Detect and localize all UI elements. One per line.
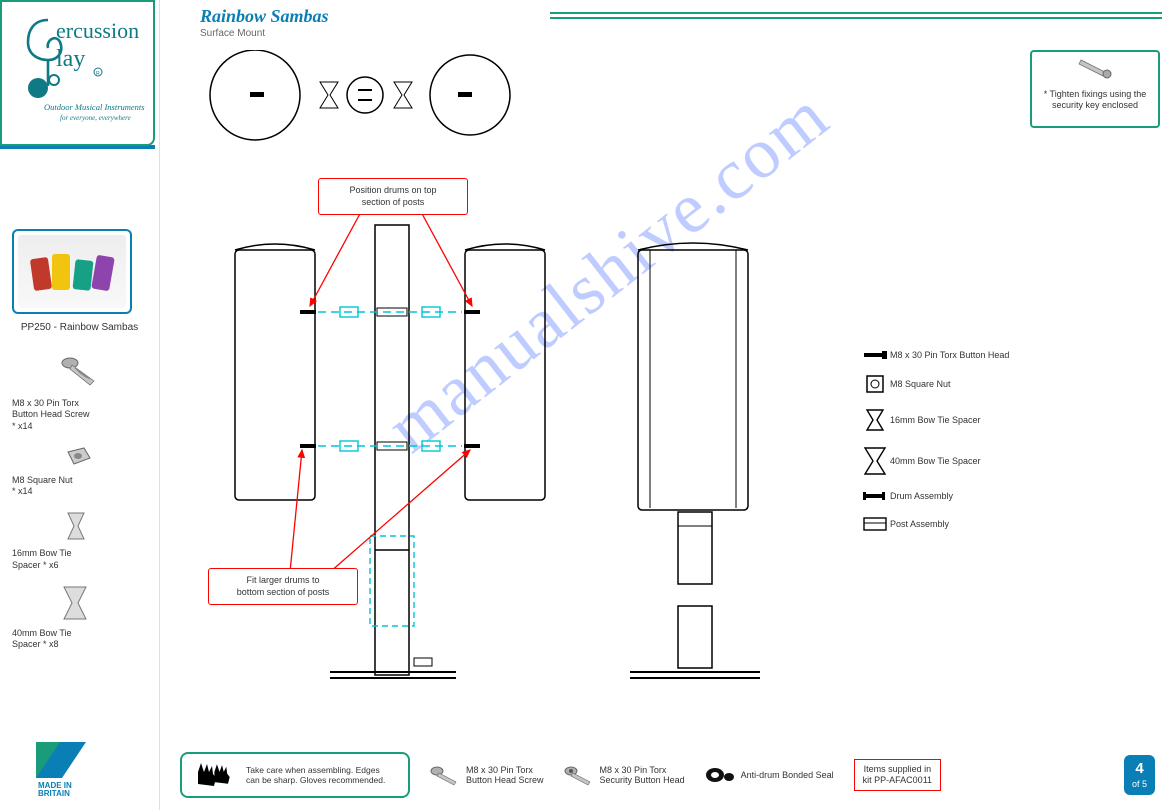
svg-text:for everyone, everywhere: for everyone, everywhere — [60, 114, 131, 122]
footer-screw-a: M8 x 30 Pin Torx Button Head Screw — [430, 764, 544, 786]
small-spacer-label: 16mm Bow Tie Spacer * x6 — [12, 548, 147, 571]
svg-text:lay: lay — [56, 46, 85, 72]
large-spacer-label: 40mm Bow Tie Spacer * x8 — [12, 628, 147, 651]
security-key-note: * Tighten fixings using the security key… — [1030, 50, 1160, 128]
screw-b-icon — [564, 764, 594, 786]
small-spacer-icon — [66, 511, 88, 541]
page-subtitle: Surface Mount — [200, 28, 265, 39]
assembly-diagram: Position drums on top section of posts F… — [180, 50, 970, 730]
security-key-icon — [1077, 56, 1113, 82]
footer: Take care when assembling. Edges can be … — [180, 750, 1155, 800]
svg-text:ercussion: ercussion — [56, 18, 139, 43]
gloves-icon — [192, 760, 236, 790]
security-note-text: * Tighten fixings using the security key… — [1038, 89, 1152, 112]
page-badge: 4 of 5 — [1124, 755, 1155, 794]
key-screw: M8 x 30 Pin Torx Button Head — [860, 350, 1010, 360]
key-drum: Drum Assembly — [860, 490, 1010, 502]
svg-text:BRITAIN: BRITAIN — [38, 789, 70, 796]
kit-note: Items supplied in kit PP-AFAC0011 — [854, 759, 941, 792]
svg-text:R: R — [96, 71, 100, 77]
brand-logo: ercussion lay R Outdoor Musical Instrume… — [10, 12, 150, 132]
bonded-seal-icon — [705, 765, 735, 785]
sidebar: ercussion lay R Outdoor Musical Instrume… — [0, 0, 160, 810]
note-top: Position drums on top section of posts — [318, 178, 468, 215]
screw-a-icon — [430, 764, 460, 786]
brand-logo-box: ercussion lay R Outdoor Musical Instrume… — [0, 0, 155, 146]
note-bottom: Fit larger drums to bottom section of po… — [208, 568, 358, 605]
key-post: Post Assembly — [860, 516, 1010, 532]
made-in-britain-logo: MADE IN BRITAIN — [34, 740, 90, 796]
page-title: Rainbow Sambas — [200, 6, 329, 27]
product-image — [12, 229, 132, 314]
care-warning: Take care when assembling. Edges can be … — [180, 752, 410, 798]
key-nut: M8 Square Nut — [860, 374, 1010, 394]
header-rule — [550, 12, 1162, 22]
large-spacer-icon — [62, 585, 90, 621]
care-text: Take care when assembling. Edges can be … — [246, 765, 385, 785]
screw-label: M8 x 30 Pin Torx Button Head Screw * x14 — [12, 398, 147, 432]
footer-screw-b: M8 x 30 Pin Torx Security Button Head — [564, 764, 685, 786]
svg-text:Outdoor Musical Instruments: Outdoor Musical Instruments — [44, 102, 145, 112]
key-spacer-l: 40mm Bow Tie Spacer — [860, 446, 1010, 476]
square-nut-icon — [64, 446, 92, 468]
nut-label: M8 Square Nut * x14 — [12, 475, 147, 498]
screw-icon — [60, 353, 100, 391]
footer-seal: Anti-drum Bonded Seal — [705, 765, 834, 785]
assembly-key: M8 x 30 Pin Torx Button Head M8 Square N… — [860, 350, 1010, 546]
key-spacer-s: 16mm Bow Tie Spacer — [860, 408, 1010, 432]
product-label: PP250 - Rainbow Sambas — [12, 322, 147, 333]
